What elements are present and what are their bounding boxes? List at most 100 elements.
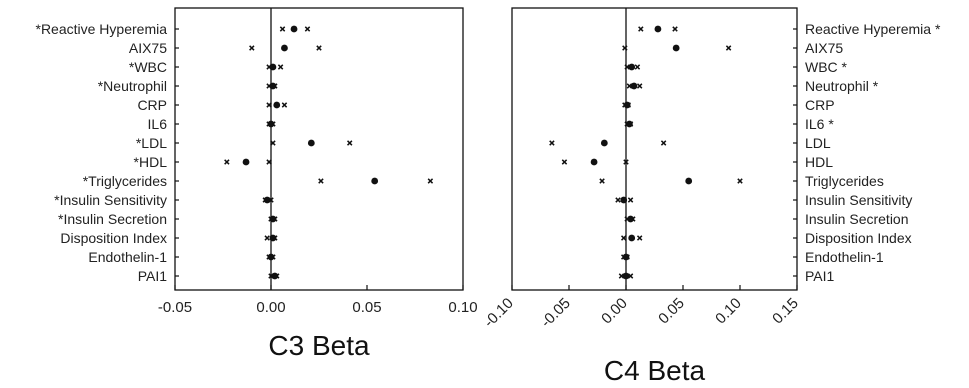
- row-label-crp: CRP: [805, 97, 835, 113]
- row-label-aix75: AIX75: [805, 40, 843, 56]
- row-label-insulin-sensitivity: Insulin Sensitivity: [805, 192, 912, 208]
- x-tick-label: -0.10: [481, 295, 517, 331]
- ci-cross-stroke: [427, 178, 434, 184]
- ci-cross-stroke: [224, 159, 230, 165]
- ci-cross-stroke: [627, 197, 634, 203]
- beta-point-endothelin-1: [622, 253, 630, 261]
- beta-point-ldl: [600, 139, 608, 147]
- plot-frame: [511, 7, 798, 291]
- ci-lower-mark: [279, 26, 286, 32]
- x-tick-label: -0.05: [158, 299, 192, 316]
- beta-point-hdl: [242, 158, 250, 166]
- ci-lower-mark: [615, 197, 621, 203]
- beta-point-hdl: [590, 158, 598, 166]
- beta-point-aix75: [672, 44, 680, 52]
- ci-upper-mark: [627, 273, 634, 279]
- ci-cross-stroke: [618, 273, 625, 279]
- ci-upper-mark: [304, 26, 311, 32]
- row-label-insulin-sensitivity: *Insulin Sensitivity: [54, 192, 167, 208]
- ci-cross-stroke: [549, 140, 555, 146]
- ci-cross-stroke: [279, 26, 286, 32]
- row-label-ldl: LDL: [805, 135, 831, 151]
- ci-lower-mark: [549, 140, 555, 146]
- ci-cross-stroke: [316, 45, 322, 51]
- ci-upper-mark: [636, 235, 643, 241]
- row-label-disposition-index: Disposition Index: [60, 230, 167, 246]
- ci-cross-stroke: [636, 83, 643, 89]
- ci-cross-stroke: [620, 235, 627, 241]
- beta-point-ldl: [307, 139, 315, 147]
- row-label-disposition-index: Disposition Index: [805, 230, 912, 246]
- beta-point-aix75: [281, 44, 288, 52]
- ci-lower-mark: [626, 83, 633, 89]
- ci-cross-stroke: [304, 26, 311, 32]
- ci-cross-stroke: [277, 64, 284, 70]
- beta-point-pai1: [622, 272, 630, 280]
- beta-point-endothelin-1: [267, 253, 275, 261]
- c3-beta-panel: -0.05 0.00 0.05 0.10 C3 Beta *Reactive Hypere…: [36, 7, 478, 361]
- row-label-triglycerides: Triglycerides: [805, 173, 884, 189]
- ci-lower-mark: [270, 140, 276, 146]
- x-tick-label: 0.15: [769, 295, 802, 328]
- ci-upper-mark: [346, 140, 353, 146]
- ci-cross-stroke: [615, 197, 621, 203]
- x-tick-label: 0.00: [598, 295, 631, 328]
- row-label-aix75: AIX75: [129, 40, 167, 56]
- x-tick-label: 0.00: [256, 299, 285, 316]
- beta-point-wbc: [269, 63, 277, 71]
- ci-lower-mark: [624, 64, 630, 70]
- ci-cross-stroke: [725, 45, 732, 51]
- ci-lower-mark: [620, 235, 627, 241]
- beta-point-triglycerides: [371, 177, 379, 185]
- beta-point-wbc: [628, 63, 636, 71]
- ci-cross-stroke: [266, 102, 272, 108]
- ci-lower-mark: [622, 45, 628, 51]
- ci-cross-stroke: [636, 235, 643, 241]
- ci-lower-mark: [618, 273, 625, 279]
- beta-point-insulin-sensitivity: [620, 196, 628, 204]
- row-label-neutrophil: Neutrophil *: [805, 78, 879, 94]
- row-label-il6: IL6 *: [805, 116, 834, 132]
- ci-cross-stroke: [599, 178, 605, 184]
- row-label-reactive-hyperemia: Reactive Hyperemia *: [805, 21, 941, 37]
- x-tick-label: 0.10: [712, 295, 745, 328]
- ci-cross-stroke: [249, 45, 255, 51]
- row-label-hdl: *HDL: [134, 154, 168, 170]
- beta-point-il6: [267, 120, 275, 128]
- ci-upper-mark: [427, 178, 434, 184]
- x-axis-title: C4 Beta: [604, 355, 706, 386]
- row-label-hdl: HDL: [805, 154, 833, 170]
- beta-point-reactive-hyperemia: [654, 25, 662, 33]
- ci-lower-mark: [599, 178, 605, 184]
- ci-upper-mark: [627, 197, 634, 203]
- ci-lower-mark: [561, 159, 568, 165]
- ci-lower-mark: [638, 26, 644, 32]
- ci-cross-stroke: [626, 83, 633, 89]
- row-label-pai1: PAI1: [138, 268, 168, 284]
- beta-point-triglycerides: [685, 177, 693, 185]
- beta-point-crp: [623, 101, 631, 109]
- ci-upper-mark: [634, 64, 641, 70]
- ci-cross-stroke: [634, 64, 641, 70]
- row-label-insulin-secretion: Insulin Secretion: [805, 211, 909, 227]
- x-tick-label: -0.05: [538, 295, 574, 331]
- row-label-reactive-hyperemia: *Reactive Hyperemia: [36, 21, 168, 37]
- ci-cross-stroke: [346, 140, 353, 146]
- ci-upper-mark: [725, 45, 732, 51]
- ci-upper-mark: [277, 64, 284, 70]
- row-label-ldl: *LDL: [136, 135, 167, 151]
- beta-point-neutrophil: [630, 82, 638, 90]
- ci-upper-mark: [281, 102, 288, 108]
- row-label-endothelin-1: Endothelin-1: [88, 249, 167, 265]
- ci-lower-mark: [249, 45, 255, 51]
- beta-point-disposition-index: [269, 234, 277, 242]
- row-label-crp: CRP: [137, 97, 167, 113]
- ci-lower-mark: [224, 159, 230, 165]
- ci-upper-mark: [672, 26, 678, 32]
- row-label-triglycerides: *Triglycerides: [83, 173, 167, 189]
- row-label-neutrophil: *Neutrophil: [98, 78, 167, 94]
- row-label-insulin-secretion: *Insulin Secretion: [58, 211, 167, 227]
- ci-cross-stroke: [672, 26, 678, 32]
- ci-cross-stroke: [624, 64, 630, 70]
